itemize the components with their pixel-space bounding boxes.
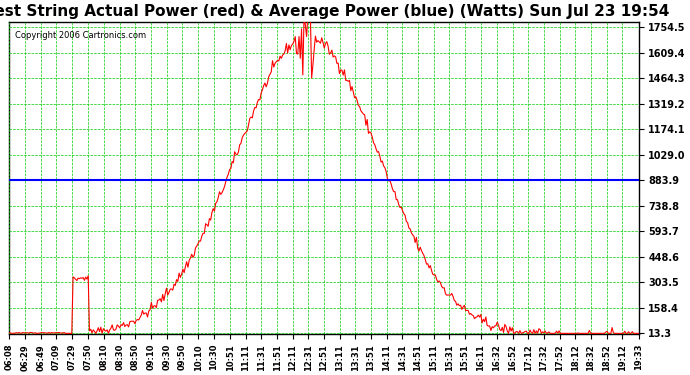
Title: West String Actual Power (red) & Average Power (blue) (Watts) Sun Jul 23 19:54: West String Actual Power (red) & Average…	[0, 4, 669, 19]
Text: Copyright 2006 Cartronics.com: Copyright 2006 Cartronics.com	[15, 31, 146, 40]
